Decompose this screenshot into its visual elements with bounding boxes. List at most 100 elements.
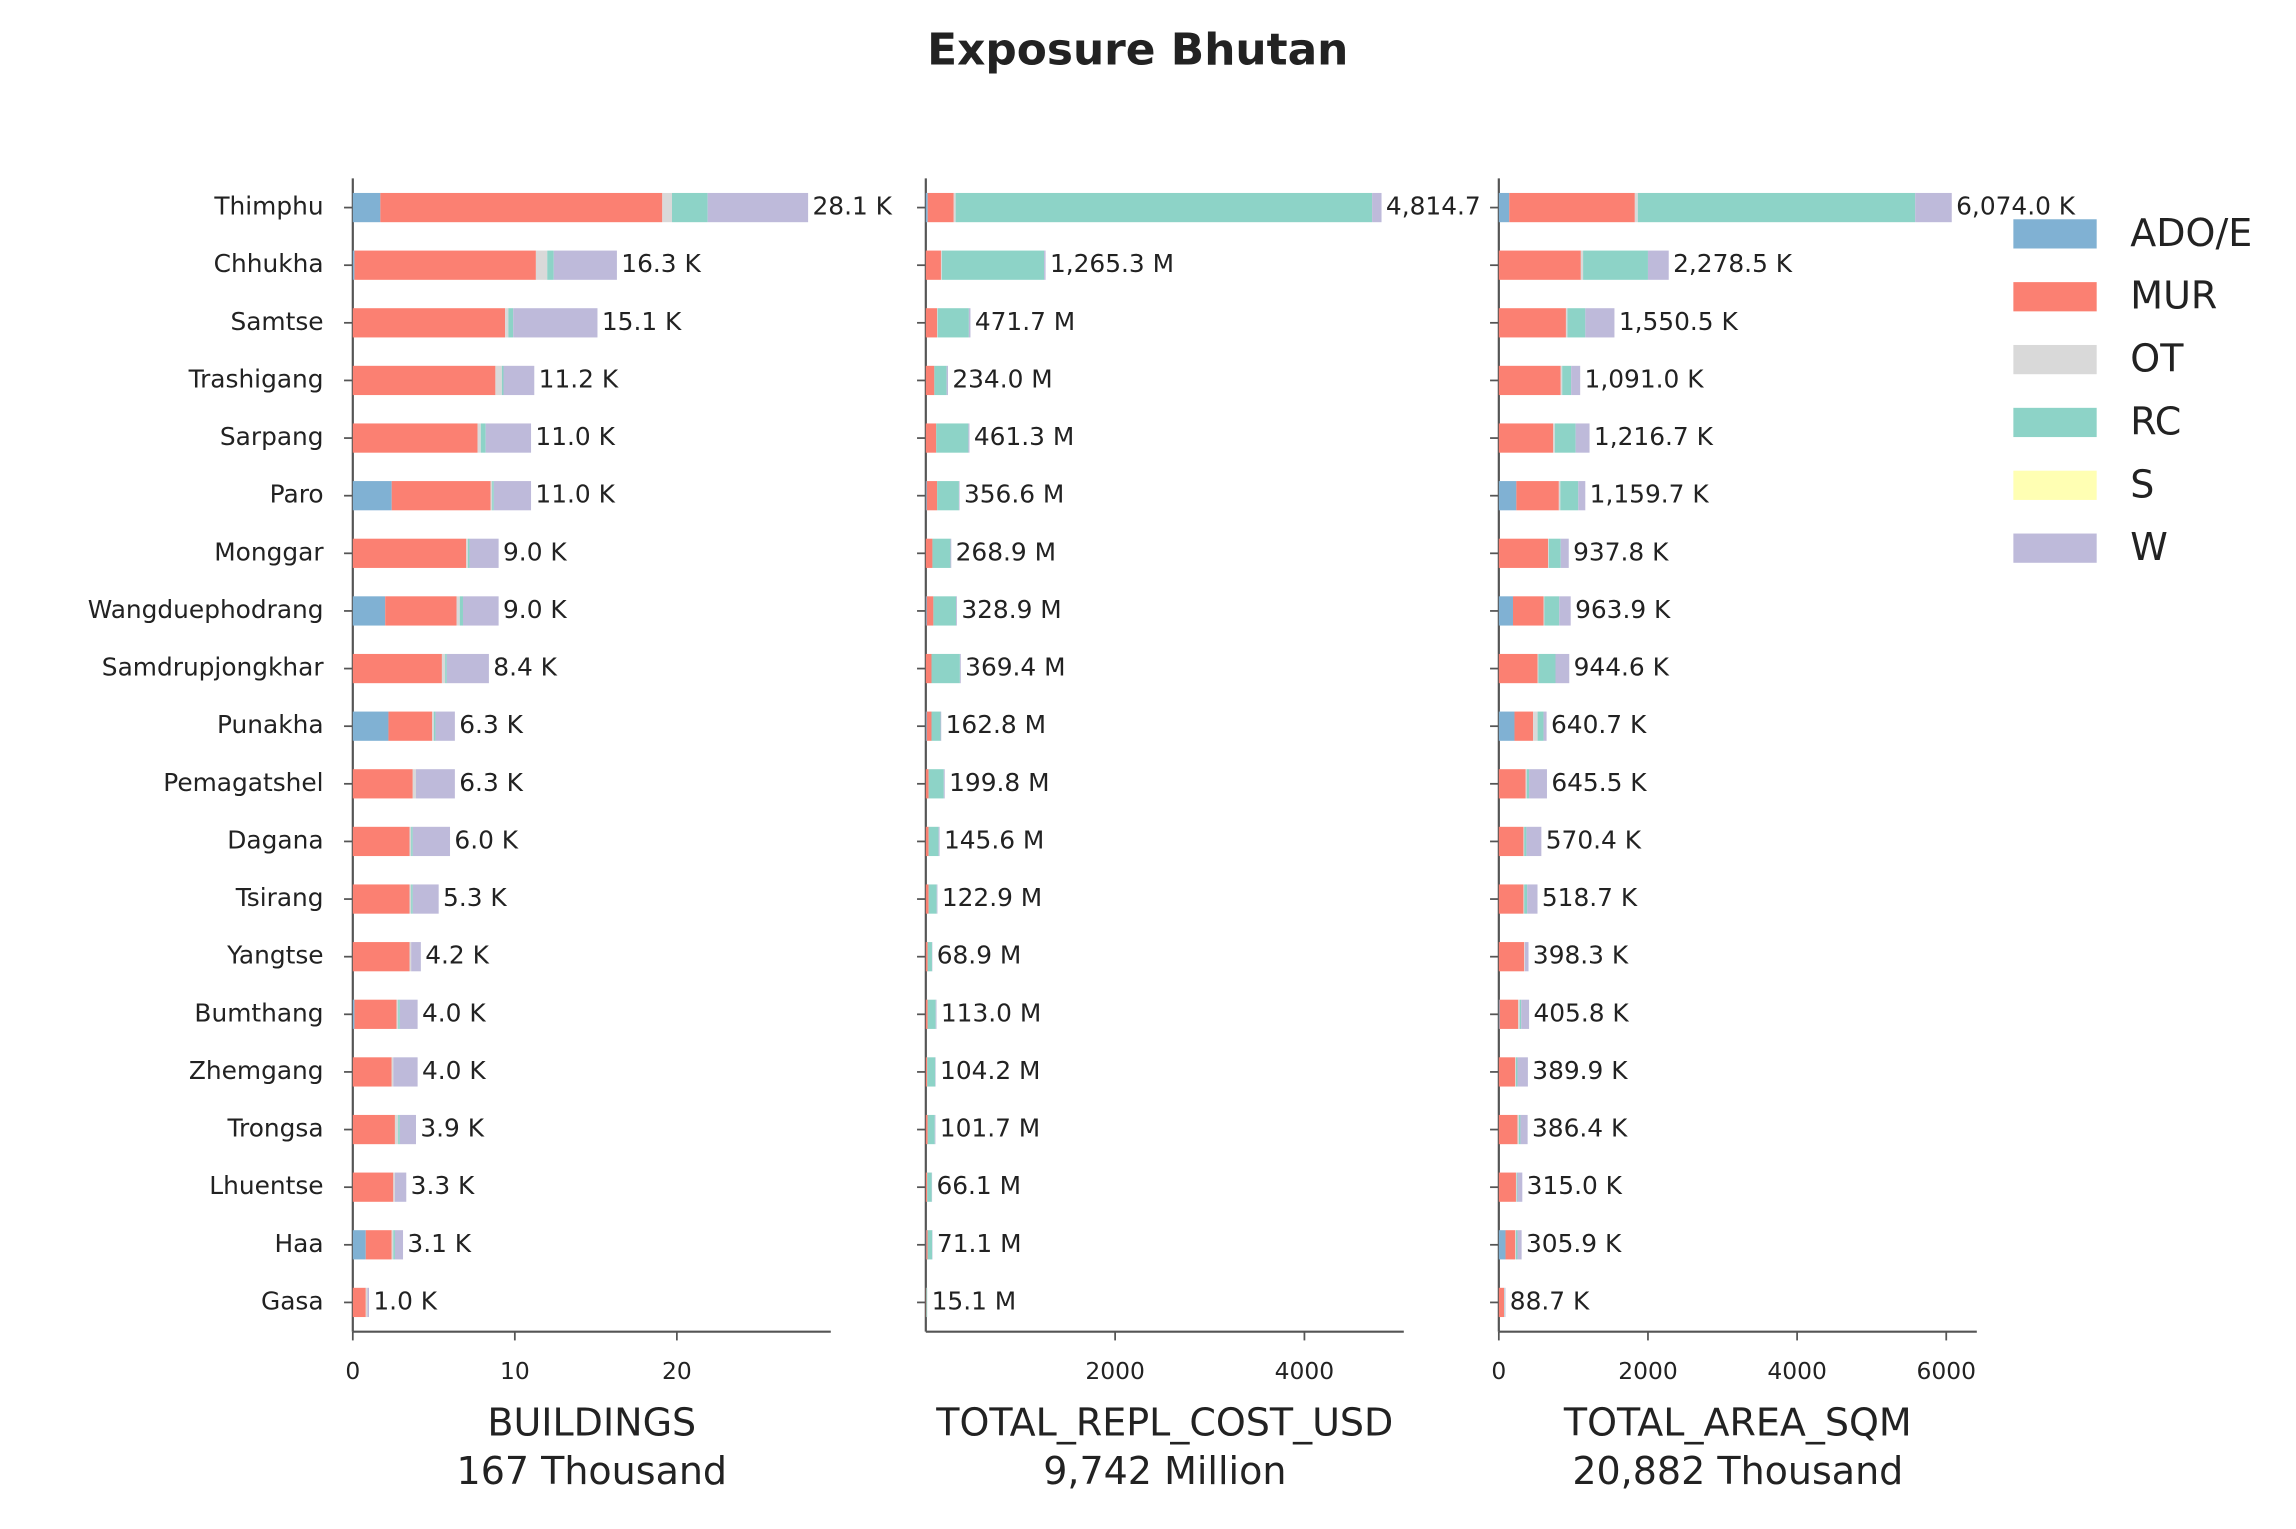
total-label: 11.2 K [539, 364, 619, 393]
bar-segment [1498, 653, 1538, 684]
bar-segment [352, 365, 496, 396]
bar-segment [956, 596, 957, 626]
bar-segment [352, 1057, 392, 1087]
total-label: 1.0 K [373, 1286, 437, 1315]
bar-segment [411, 942, 421, 972]
bar-segment [1499, 999, 1519, 1029]
bar-segment [1548, 538, 1549, 568]
bar-segment [936, 884, 938, 914]
total-label: 16.3 K [621, 249, 701, 278]
total-label: 3.9 K [420, 1114, 484, 1143]
y-tick-label: Chhukha [214, 249, 324, 278]
bar-segment [925, 250, 941, 280]
bar-segment [1498, 999, 1500, 1029]
bar-segment [1514, 711, 1534, 741]
bar-segment [968, 423, 970, 453]
bar-segment [1498, 481, 1517, 511]
bar-segment [501, 365, 504, 396]
y-tick-label: Bumthang [194, 998, 323, 1027]
bar-segment [1560, 365, 1563, 396]
legend-swatch [2013, 407, 2097, 438]
total-label: 570.4 K [1546, 825, 1642, 854]
total-label: 234.0 M [952, 364, 1052, 393]
y-tick-label: Lhuentse [209, 1171, 323, 1200]
bar-segment [928, 826, 939, 857]
bar-segment [925, 826, 929, 857]
total-label: 104.2 M [940, 1056, 1040, 1085]
bar-segment [1517, 1172, 1523, 1202]
bar-segment [925, 1114, 928, 1145]
bar-segment [409, 884, 412, 914]
bar-segment [934, 1114, 936, 1145]
total-label: 8.4 K [493, 653, 557, 682]
bar-segment [1515, 1172, 1517, 1202]
bar-segment [1515, 1230, 1518, 1260]
bar-segment [352, 538, 467, 568]
bar-segment [925, 481, 927, 511]
bar-segment [477, 423, 481, 453]
legend-swatch [2013, 470, 2097, 500]
y-tick-label: Yangtse [226, 941, 323, 970]
bar-segment [1647, 250, 1669, 280]
bar-segment [1498, 884, 1524, 914]
total-label: 1,159.7 K [1590, 480, 1710, 509]
bar-segment [352, 481, 392, 511]
bar-segment [495, 365, 502, 396]
total-label: 68.9 M [937, 941, 1022, 970]
y-tick-label: Wangduephodrang [88, 595, 324, 624]
bar-segment [925, 999, 928, 1029]
total-label: 405.8 K [1533, 998, 1629, 1027]
x-tick-label: 10 [500, 1357, 530, 1385]
bar-segment [352, 711, 389, 741]
bar-segment [1498, 423, 1554, 453]
y-tick-label: Paro [270, 480, 324, 509]
bar-segment [938, 826, 940, 857]
bar-segment [505, 308, 509, 338]
bar-segment [469, 538, 499, 568]
x-tick-label: 4000 [1767, 1357, 1827, 1385]
bar-segment [380, 192, 663, 223]
legend-swatch [2013, 344, 2097, 375]
bar-segment [1554, 423, 1576, 453]
bar-segment [1509, 192, 1635, 223]
bar-segment [365, 1230, 392, 1260]
total-label: 937.8 K [1573, 537, 1669, 566]
bar-segment [937, 481, 959, 511]
bar-segment [1527, 884, 1538, 914]
total-label: 122.9 M [942, 883, 1042, 912]
total-label: 11.0 K [535, 480, 615, 509]
bar-segment [928, 884, 937, 914]
bar-segment [1518, 999, 1520, 1029]
bar-segment [968, 308, 971, 338]
bar-segment [394, 1230, 404, 1260]
bar-segment [1504, 1287, 1506, 1318]
total-label: 66.1 M [936, 1171, 1021, 1200]
bar-segment [925, 1172, 928, 1202]
bar-segment [953, 192, 956, 223]
bar-segment [925, 884, 929, 914]
total-label: 305.9 K [1526, 1229, 1622, 1258]
bar-segment [1526, 826, 1542, 857]
bar-segment [391, 481, 491, 511]
bar-segment [1517, 1230, 1522, 1260]
x-axis-sublabel: 20,882 Thousand [1572, 1449, 1903, 1493]
bar-segment [412, 884, 439, 914]
bar-segment [412, 769, 416, 799]
bar-segment [1498, 1057, 1516, 1087]
total-label: 113.0 M [941, 998, 1041, 1027]
legend-swatch [2013, 219, 2097, 249]
total-label: 4.2 K [425, 941, 489, 970]
total-label: 9.0 K [503, 537, 567, 566]
bar-segment [662, 192, 673, 223]
bar-segment [937, 308, 969, 338]
legend-swatch [2013, 533, 2097, 563]
bar-segment [928, 769, 944, 799]
bar-segment [925, 308, 938, 338]
bar-segment [1498, 1287, 1505, 1318]
bar-segment [927, 1057, 936, 1087]
bar-segment [958, 481, 960, 511]
bar-segment [1537, 653, 1539, 684]
bar-segment [459, 596, 463, 626]
y-tick-label: Monggar [214, 537, 324, 566]
